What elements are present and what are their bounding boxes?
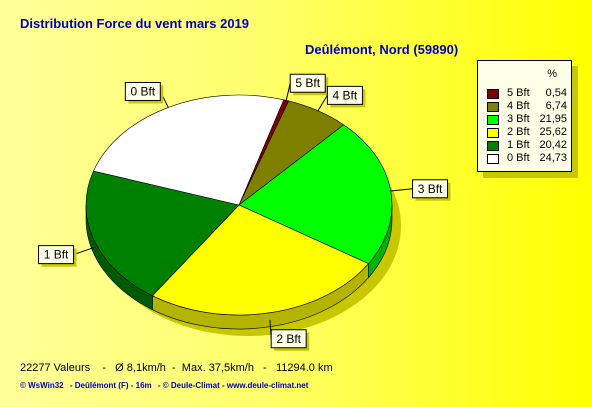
callout-leader <box>317 95 328 112</box>
legend-label: 2 Bft <box>507 126 530 138</box>
legend-value: 25,62 <box>539 126 567 138</box>
legend-value: 21,95 <box>539 113 567 125</box>
legend-swatch <box>487 154 499 164</box>
legend-label: 4 Bft <box>507 100 530 112</box>
legend-header: % <box>547 68 557 80</box>
callout-leader <box>73 246 95 256</box>
stats-line: 22277 Valeurs - Ø 8,1km/h - Max. 37,5km/… <box>20 362 333 374</box>
callout-box <box>270 329 307 349</box>
callout-box <box>326 85 363 105</box>
legend-item: 4 Bft 6,74 <box>487 100 567 113</box>
legend: % 5 Bft 0,54 4 Bft 6,74 3 Bft 21,95 2 Bft 25,62… <box>477 60 572 172</box>
legend-label: 3 Bft <box>507 113 530 125</box>
legend-label: 1 Bft <box>507 139 530 151</box>
legend-value: 0,54 <box>545 87 567 99</box>
legend-label: 5 Bft <box>507 87 530 99</box>
pie-slice-4 <box>85 170 240 297</box>
legend-swatch <box>487 128 499 138</box>
callout-label: 0 Bft <box>130 84 155 98</box>
footer: © WsWin32 - Deûlémont (F) - 16m - © Deul… <box>20 381 312 390</box>
legend-label: 0 Bft <box>507 152 530 164</box>
pie-slice-2 <box>238 124 393 265</box>
footer-credit: © WsWin32 <box>20 381 64 390</box>
legend-item: 2 Bft 25,62 <box>487 126 567 139</box>
callout-box <box>124 81 161 101</box>
callout-label: 4 Bft <box>333 88 358 102</box>
callout-leader <box>390 188 413 192</box>
legend-item: 0 Bft 24,73 <box>487 152 567 165</box>
legend-value: 20,42 <box>539 139 567 151</box>
callout-label: 1 Bft <box>44 248 69 262</box>
callout-label: 5 Bft <box>295 76 320 90</box>
callout-box <box>412 179 449 199</box>
legend-item: 1 Bft 20,42 <box>487 139 567 152</box>
legend-item: 5 Bft 0,54 <box>487 87 567 100</box>
legend-swatch <box>487 89 499 99</box>
callout-label: 2 Bft <box>276 332 301 346</box>
callout-box <box>289 73 326 93</box>
callout-box <box>38 245 75 265</box>
callout-label: 3 Bft <box>418 182 443 196</box>
legend-item: 3 Bft 21,95 <box>487 113 567 126</box>
chart-title: Distribution Force du vent mars 2019 <box>20 16 250 31</box>
legend-value: 24,73 <box>539 152 567 164</box>
legend-swatch <box>487 102 499 112</box>
pie-slice-3 <box>151 204 369 316</box>
callout-leader <box>285 83 291 101</box>
legend-value: 6,74 <box>545 100 567 112</box>
legend-swatch <box>487 115 499 125</box>
chart-subtitle: Deûlémont, Nord (59890) <box>305 42 459 57</box>
footer-location: - Deûlémont (F) - 16m <box>69 381 152 390</box>
legend-swatch <box>487 141 499 151</box>
footer-site: - © Deule-Climat - www.deule-climat.net <box>157 381 309 390</box>
